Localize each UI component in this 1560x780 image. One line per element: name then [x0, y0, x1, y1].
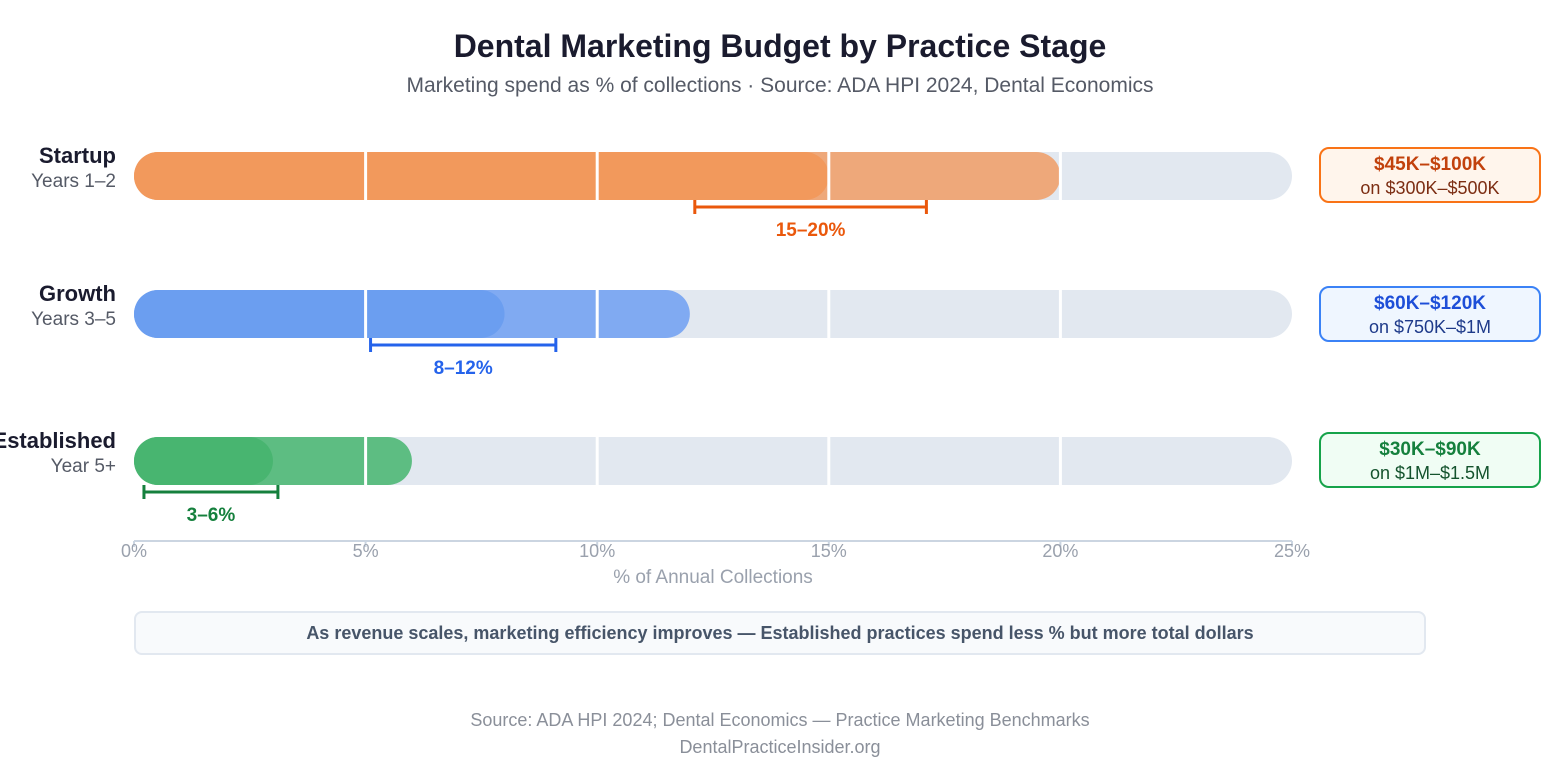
- footer-source: Source: ADA HPI 2024; Dental Economics —…: [470, 710, 1090, 730]
- category-name: Established: [0, 428, 116, 453]
- range-label: 15–20%: [776, 220, 846, 241]
- revenue-range: on $750K–$1M: [1368, 317, 1492, 337]
- dollar-box-growth: $60K–$120K on $750K–$1M: [1319, 286, 1541, 342]
- x-tick-label: 0%: [121, 541, 147, 561]
- chart-subtitle: Marketing spend as % of collections · So…: [406, 74, 1154, 97]
- range-label: 8–12%: [434, 358, 493, 379]
- bar-row-established: 3–6%: [134, 437, 1292, 526]
- bar-min-range: [134, 290, 505, 338]
- category-label-established: Established Year 5+: [0, 428, 116, 478]
- dollar-range: $45K–$100K: [1374, 154, 1486, 175]
- x-tick-label: 10%: [579, 541, 615, 561]
- dollar-box-established: $30K–$90K on $1M–$1.5M: [1319, 432, 1541, 488]
- range-label: 3–6%: [187, 505, 236, 526]
- category-sub: Years 3–5: [31, 309, 116, 330]
- dollar-range: $60K–$120K: [1374, 293, 1486, 314]
- x-axis-label: % of Annual Collections: [613, 567, 813, 588]
- bar-row-startup: 15–20%: [134, 152, 1292, 241]
- dollar-range: $30K–$90K: [1379, 439, 1481, 460]
- x-tick-label: 20%: [1042, 541, 1078, 561]
- footer-site: DentalPracticeInsider.org: [679, 737, 881, 757]
- bar-track: [134, 437, 1292, 485]
- revenue-range: on $300K–$500K: [1360, 178, 1500, 198]
- bar-row-growth: 8–12%: [134, 290, 1292, 379]
- x-tick-label: 15%: [811, 541, 847, 561]
- category-sub: Year 5+: [50, 456, 116, 477]
- category-label-growth: Growth Years 3–5: [31, 281, 116, 331]
- dollar-box-startup: $45K–$100K on $300K–$500K: [1319, 147, 1541, 203]
- insight-note: As revenue scales, marketing efficiency …: [134, 611, 1426, 655]
- category-sub: Years 1–2: [31, 171, 116, 192]
- x-tick-label: 25%: [1274, 541, 1310, 561]
- category-label-startup: Startup Years 1–2: [31, 143, 116, 193]
- chart-title: Dental Marketing Budget by Practice Stag…: [453, 28, 1107, 64]
- category-name: Growth: [39, 281, 116, 306]
- category-name: Startup: [39, 143, 116, 168]
- revenue-range: on $1M–$1.5M: [1369, 463, 1491, 483]
- bar-min-range: [134, 152, 829, 200]
- bar-min-range: [134, 437, 273, 485]
- x-tick-label: 5%: [353, 541, 379, 561]
